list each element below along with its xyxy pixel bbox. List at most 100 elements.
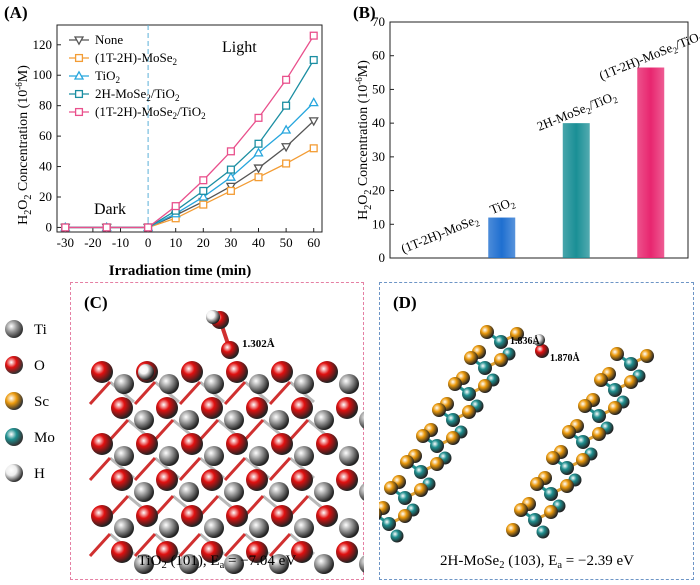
data-point bbox=[74, 89, 84, 99]
se-atom bbox=[514, 503, 528, 517]
ti-atom bbox=[204, 518, 224, 538]
bond bbox=[268, 532, 292, 558]
data-point bbox=[309, 55, 318, 65]
o-atom bbox=[201, 541, 223, 563]
bond bbox=[268, 380, 292, 406]
o-atom bbox=[136, 505, 158, 527]
y-tick-label-b: 70 bbox=[372, 14, 385, 29]
caption-c: TiO2 (101), Ea = −7.04 eV bbox=[138, 553, 297, 571]
ti-atom bbox=[339, 374, 359, 394]
o-atom bbox=[91, 505, 113, 527]
o-atom bbox=[316, 505, 338, 527]
ti-atom bbox=[159, 374, 179, 394]
ti-atom bbox=[204, 374, 224, 394]
slab bbox=[88, 310, 379, 574]
se-atom bbox=[510, 327, 524, 341]
se-atom bbox=[544, 505, 558, 519]
data-point bbox=[253, 164, 264, 174]
y-tick-label-b: 40 bbox=[372, 115, 385, 130]
o-atom bbox=[181, 505, 203, 527]
x-tick-label-a: 50 bbox=[280, 235, 293, 250]
y-tick-label-b: 20 bbox=[372, 183, 385, 198]
y-tick-label-a: 60 bbox=[39, 128, 52, 143]
annotation-light: Light bbox=[222, 39, 257, 56]
caption-d: 2H-MoSe2 (103), Ea = −2.39 eV bbox=[440, 553, 634, 571]
panel-label-a: (A) bbox=[4, 3, 28, 22]
panel-label-c: (C) bbox=[84, 293, 108, 312]
bond bbox=[178, 380, 202, 406]
bond bbox=[178, 456, 202, 482]
h-atom bbox=[533, 334, 545, 346]
data-point bbox=[253, 147, 264, 157]
y-tick-label-a: 80 bbox=[39, 98, 52, 113]
mo-atom bbox=[390, 529, 404, 543]
o-atom bbox=[226, 361, 248, 383]
bond bbox=[133, 456, 157, 482]
o-atom bbox=[111, 469, 133, 491]
ti-atom bbox=[224, 554, 244, 574]
atom-legend-svg: Ti O Sc Mo H bbox=[5, 320, 55, 482]
ti-atom bbox=[359, 554, 379, 574]
o-atom bbox=[246, 541, 268, 563]
ti-atom bbox=[339, 446, 359, 466]
mo-atom bbox=[544, 487, 558, 501]
bond bbox=[88, 456, 112, 482]
o-atom bbox=[336, 541, 358, 563]
o-atom bbox=[181, 361, 203, 383]
o-atom bbox=[246, 397, 268, 419]
data-point bbox=[282, 159, 291, 168]
x-tick-label-a: -20 bbox=[84, 235, 101, 250]
data-point bbox=[281, 143, 292, 153]
ti-atom bbox=[294, 446, 314, 466]
data-point bbox=[73, 70, 85, 80]
data-point bbox=[309, 31, 318, 40]
atom-label: Mo bbox=[34, 430, 55, 446]
ti-atom bbox=[159, 446, 179, 466]
data-point bbox=[309, 144, 318, 153]
bond bbox=[223, 532, 247, 558]
se-atom bbox=[480, 325, 494, 339]
legend-label: None bbox=[95, 32, 123, 47]
mo-atom bbox=[494, 335, 508, 349]
se-atom bbox=[610, 347, 624, 361]
se-atom bbox=[546, 451, 560, 465]
legend-label: 2H-MoSe2/TiO2 bbox=[95, 86, 180, 103]
plot-frame-b bbox=[389, 21, 689, 259]
y-tick-label-b: 10 bbox=[372, 216, 385, 231]
ti-atom bbox=[249, 518, 269, 538]
ti-atom bbox=[339, 518, 359, 538]
o-atom bbox=[271, 361, 293, 383]
ti-atom bbox=[359, 482, 379, 502]
data-point bbox=[226, 165, 235, 174]
y-axis-label-b: H2O2 Concentration (10-6M) bbox=[354, 60, 374, 220]
x-tick-label-a: 20 bbox=[197, 235, 210, 250]
y-tick-label-b: 0 bbox=[379, 250, 386, 265]
mo-atom bbox=[592, 409, 606, 423]
data-point bbox=[198, 191, 209, 201]
atom-sphere-icon bbox=[5, 428, 23, 446]
o-atom bbox=[136, 433, 158, 455]
ti-atom bbox=[179, 410, 199, 430]
y-tick-label-b: 30 bbox=[372, 149, 385, 164]
bond bbox=[178, 532, 202, 558]
ti-atom bbox=[269, 410, 289, 430]
legend-label: TiO2 bbox=[95, 68, 120, 85]
atom-sphere-icon bbox=[5, 464, 23, 482]
panel-d-frame bbox=[379, 282, 694, 580]
y-tick-label-a: 120 bbox=[33, 37, 53, 52]
ti-atom bbox=[314, 482, 334, 502]
atom-label: Ti bbox=[34, 322, 47, 338]
o-atom bbox=[226, 433, 248, 455]
legend-label: (1T-2H)-MoSe2 bbox=[95, 50, 178, 67]
se-atom bbox=[448, 377, 462, 391]
data-point bbox=[61, 223, 70, 232]
data-point bbox=[226, 147, 235, 156]
o-atom bbox=[201, 469, 223, 491]
o-atom bbox=[181, 433, 203, 455]
panel-d: (D) 1.836Å 1.870Å 2H-MoSe2 (103), Ea = −2.… bbox=[360, 282, 694, 580]
se-atom bbox=[400, 455, 414, 469]
se-atom bbox=[594, 373, 608, 387]
se-atom bbox=[530, 477, 544, 491]
atom-sphere-icon bbox=[5, 320, 23, 338]
data-point bbox=[226, 186, 235, 195]
